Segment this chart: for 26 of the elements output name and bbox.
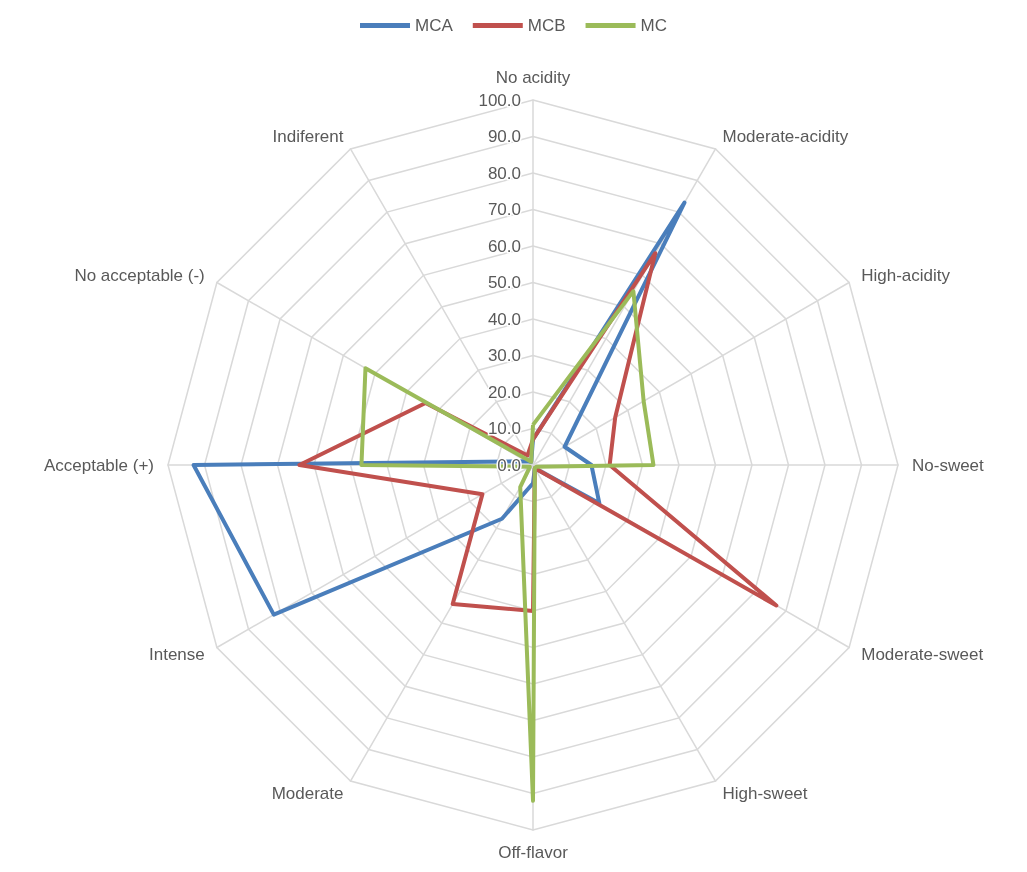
spoke-label: Acceptable (+) — [43, 455, 154, 475]
y-tick-label: 30.0 — [487, 346, 521, 365]
spoke-label: Moderate — [271, 783, 344, 803]
y-tick-label: 80.0 — [487, 163, 521, 183]
legend-label: MC — [640, 16, 668, 35]
legend-label: MCB — [527, 16, 566, 35]
y-tick-label: 40.0 — [487, 309, 521, 329]
spoke-label: Off-flavor — [498, 843, 569, 862]
spoke-label: Moderate-acidity — [722, 127, 849, 147]
y-tick-label: 90.0 — [487, 127, 521, 146]
y-tick-label: 0.0 — [497, 455, 521, 475]
spoke-label: Indiferent — [272, 127, 344, 147]
y-tick-label: 10.0 — [487, 419, 521, 438]
spoke-label: No-sweet — [912, 455, 985, 475]
spoke-label: Moderate-sweet — [861, 645, 984, 664]
y-tick-label: 70.0 — [487, 200, 521, 219]
y-tick-label: 50.0 — [487, 273, 521, 292]
y-tick-label: 20.0 — [487, 382, 521, 402]
spoke-label: Intense — [149, 645, 205, 664]
spoke-label: High-acidity — [861, 266, 951, 285]
spoke-label: High-sweet — [722, 783, 808, 803]
y-tick-label: 100.0 — [478, 90, 521, 110]
spoke-label: No acidity — [495, 68, 571, 87]
y-tick-label: 60.0 — [487, 236, 521, 256]
legend-label: MCA — [415, 16, 454, 35]
spoke-label: No acceptable (-) — [74, 266, 205, 285]
